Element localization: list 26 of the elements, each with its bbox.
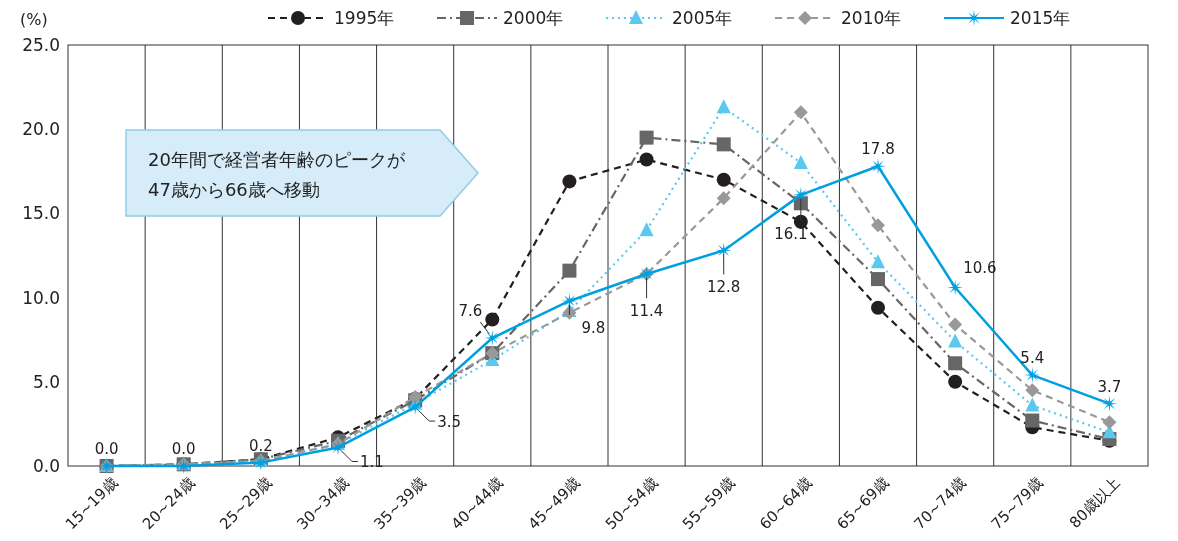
- y-tick-label: 5.0: [32, 371, 60, 392]
- legend-label: 2015年: [1010, 8, 1071, 28]
- legend-label: 2010年: [841, 8, 902, 28]
- y-tick-label: 0.0: [32, 456, 60, 476]
- y-tick-label: 10.0: [22, 287, 60, 308]
- x-tick-label: 80歳以上: [1065, 473, 1124, 532]
- data-label: 12.8: [707, 278, 741, 297]
- y-axis-title: (%): [20, 10, 48, 29]
- data-label: 16.1: [774, 224, 808, 243]
- legend-label: 1995年: [334, 8, 395, 28]
- data-label: 1.1: [360, 453, 384, 472]
- data-label: 7.6: [458, 302, 483, 321]
- legend-label: 2005年: [672, 8, 733, 28]
- y-tick-label: 20.0: [22, 119, 60, 140]
- data-label: 0.0: [171, 440, 196, 458]
- annotation: 20年間で経営者年齢のピークが 47歳から66歳へ移動: [148, 149, 406, 200]
- data-label: 11.4: [629, 302, 664, 321]
- data-label: 3.7: [1097, 377, 1122, 396]
- y-tick-label: 15.0: [22, 203, 60, 224]
- legend-label: 2000年: [503, 8, 564, 28]
- data-label: 9.8: [581, 318, 606, 337]
- data-label: 0.2: [248, 436, 273, 455]
- data-label: 0.0: [94, 440, 119, 458]
- data-label: 5.4: [1020, 349, 1045, 368]
- data-label: 17.8: [861, 140, 895, 159]
- y-tick-label: 25.0: [22, 35, 60, 55]
